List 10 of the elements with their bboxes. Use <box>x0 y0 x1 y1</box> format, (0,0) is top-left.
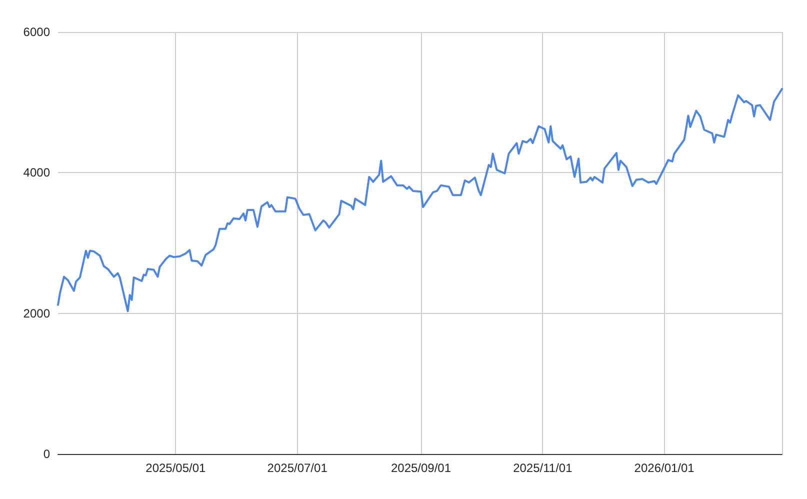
x-tick-label: 2025/07/01 <box>267 461 328 475</box>
y-tick-label: 4000 <box>23 166 50 180</box>
y-tick-label: 0 <box>43 447 50 461</box>
y-tick-label: 2000 <box>23 306 50 320</box>
x-tick-label: 2025/09/01 <box>390 461 452 475</box>
x-tick-label: 2026/01/01 <box>634 461 695 475</box>
x-tick-label: 2025/05/01 <box>146 461 206 475</box>
line-series <box>57 88 783 312</box>
y-tick-label: 6000 <box>23 25 50 39</box>
x-tick-label: 2025/11/01 <box>513 461 573 475</box>
